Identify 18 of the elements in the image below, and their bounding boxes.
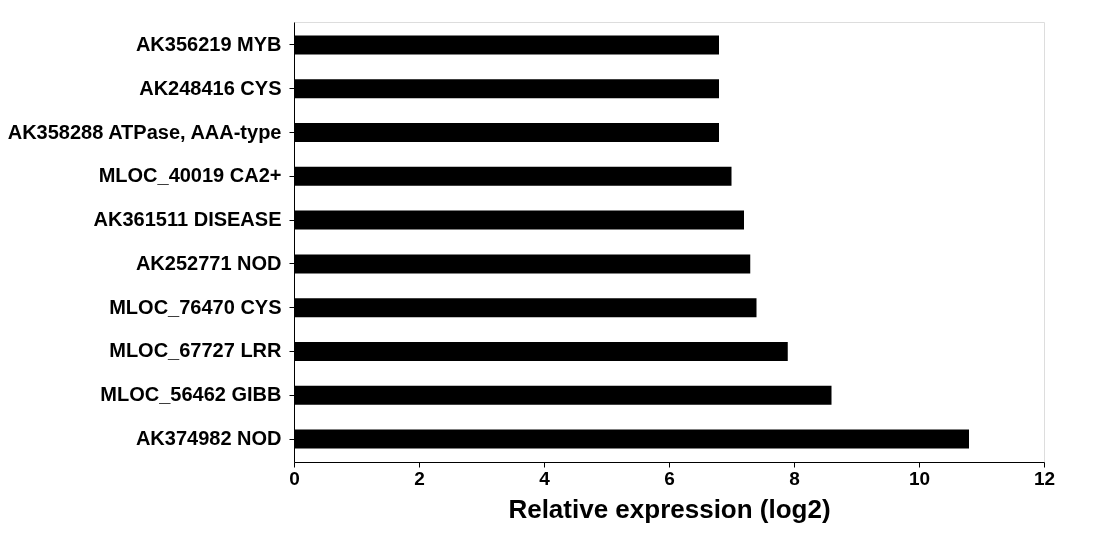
x-tick-label: 10 bbox=[908, 467, 931, 489]
y-tick-label: MLOC_76470 CYS bbox=[109, 295, 282, 318]
x-axis-title: Relative expression (log2) bbox=[508, 493, 831, 524]
x-tick-label: 2 bbox=[414, 467, 425, 489]
x-tick-label: 6 bbox=[664, 467, 675, 489]
y-tick-label: AK374982 NOD bbox=[135, 427, 282, 450]
y-tick-label: AK358288 ATPase, AAA-type bbox=[7, 120, 282, 143]
y-tick-label: AK252771 NOD bbox=[135, 251, 282, 274]
x-tick-label: 8 bbox=[789, 467, 800, 489]
y-tick-label: AK356219 MYB bbox=[135, 32, 282, 55]
y-tick-label: AK361511 DISEASE bbox=[93, 208, 282, 231]
y-tick-label: MLOC_40019 CA2+ bbox=[98, 164, 282, 187]
y-tick-label: AK248416 CYS bbox=[139, 76, 282, 99]
x-tick-label: 12 bbox=[1033, 467, 1056, 489]
x-tick-label: 0 bbox=[289, 467, 300, 489]
y-tick-label: MLOC_67727 LRR bbox=[109, 339, 283, 362]
x-tick-label: 4 bbox=[539, 467, 551, 489]
y-tick-label: MLOC_56462 GIBB bbox=[100, 383, 282, 406]
